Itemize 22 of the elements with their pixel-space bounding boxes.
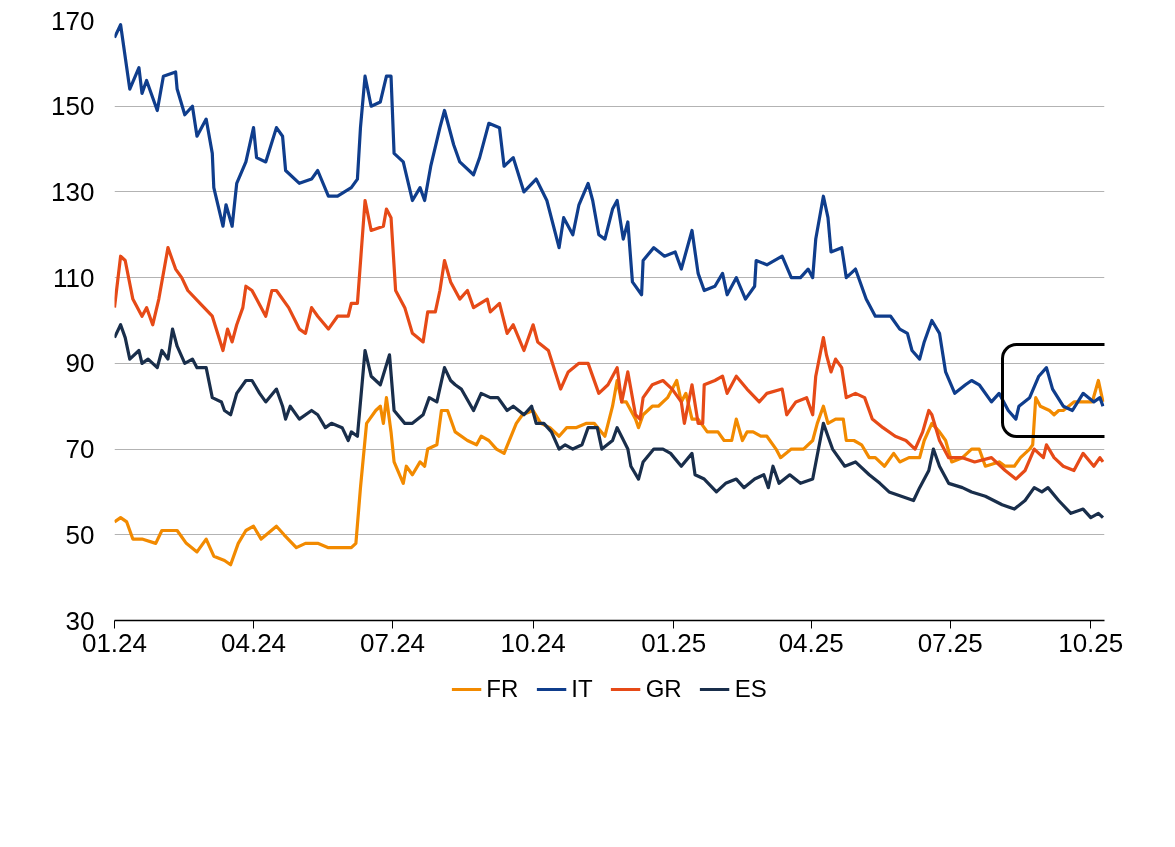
x-tick-label: 04.25 <box>778 627 844 658</box>
y-tick-label: 150 <box>51 91 95 122</box>
legend-label: GR <box>645 675 682 703</box>
y-tick-label: 130 <box>51 176 95 207</box>
x-tick-label: 10.25 <box>1058 627 1124 658</box>
y-tick-label: 70 <box>65 434 95 465</box>
line-series <box>114 23 1105 421</box>
y-tick-label: 90 <box>65 348 95 379</box>
x-tick-label: 01.25 <box>641 627 707 658</box>
line-series <box>114 323 1105 520</box>
legend-label: IT <box>571 675 593 703</box>
y-tick-label: 50 <box>65 519 95 550</box>
x-tick-label: 07.25 <box>917 627 983 658</box>
x-tick-label: 07.24 <box>360 627 426 658</box>
y-tick-label: 170 <box>51 5 95 36</box>
legend-label: ES <box>734 675 767 703</box>
line-series <box>114 378 1105 567</box>
x-tick-label: 04.24 <box>221 627 287 658</box>
y-tick-label: 110 <box>53 262 95 293</box>
line-series <box>114 198 1105 481</box>
x-tick-label: 10.24 <box>500 627 566 658</box>
legend-label: FR <box>486 675 519 703</box>
